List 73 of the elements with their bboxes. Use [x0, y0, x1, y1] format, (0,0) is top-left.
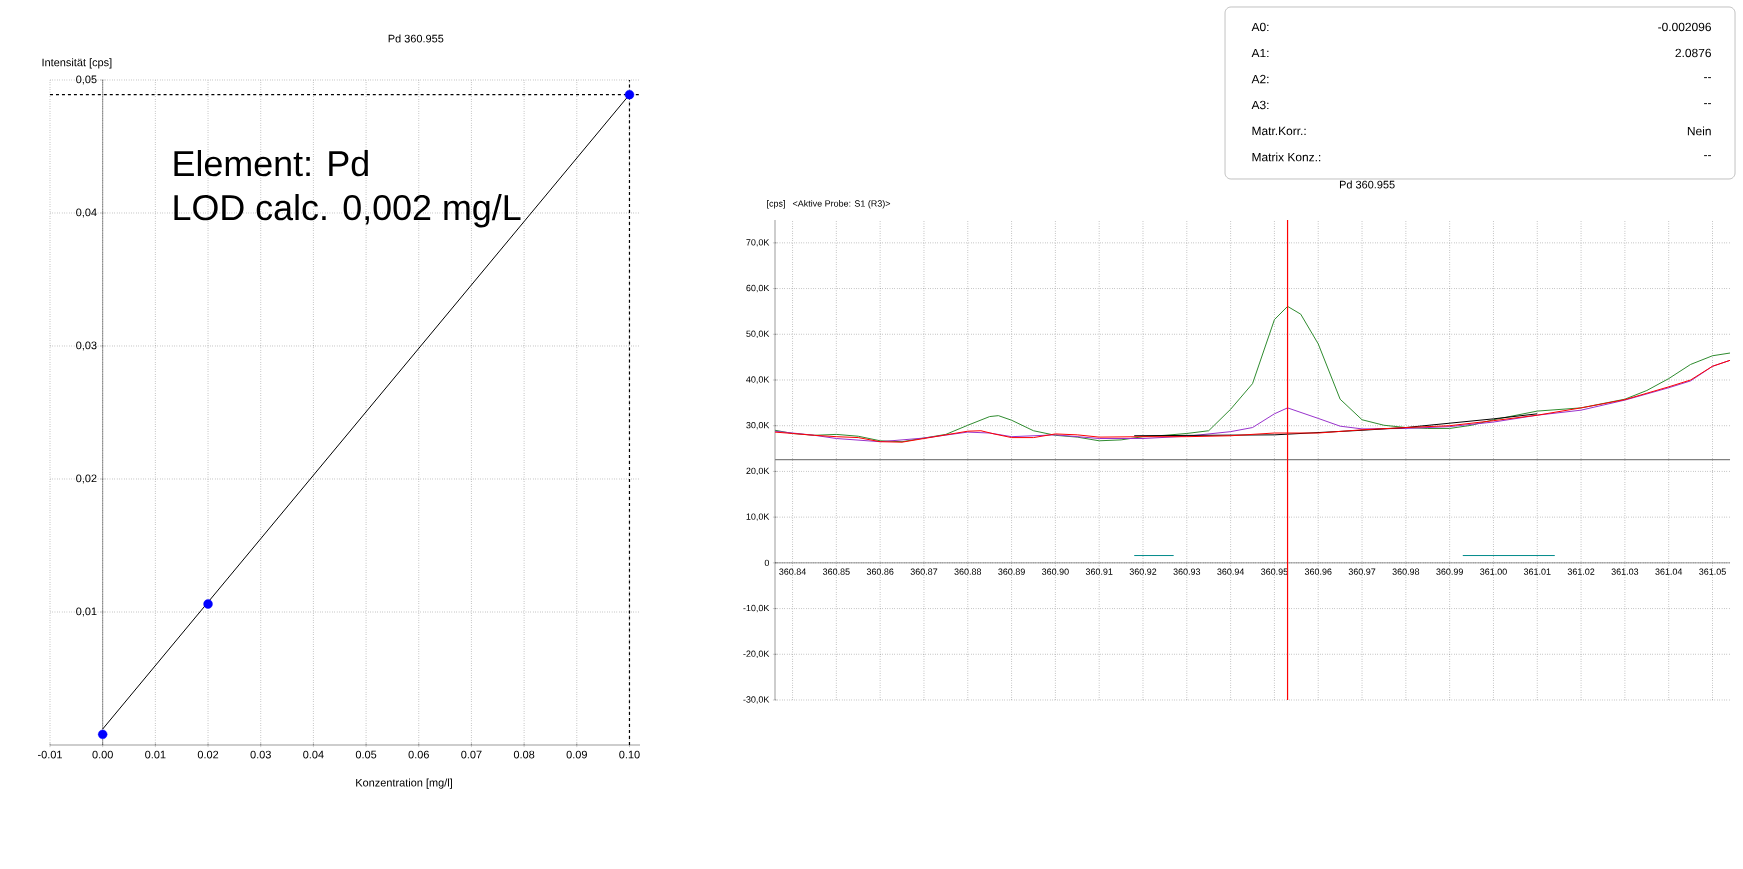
- x-tick-label: 0.10: [619, 750, 640, 759]
- y-tick-label: 10,0K: [746, 513, 770, 521]
- y-tick-label: -10,0K: [743, 604, 770, 613]
- x-tick-label: 0.08: [513, 750, 535, 759]
- annotation: Element: Pd: [174, 150, 368, 177]
- x-tick-label: 360.85: [822, 568, 850, 575]
- text: -0.002096: [1658, 22, 1711, 32]
- x-tick-label: 0.04: [303, 750, 324, 759]
- x-tick-label: -0.01: [38, 750, 62, 759]
- x-tick-label: 360.98: [1392, 568, 1420, 575]
- text: Nein: [1687, 126, 1711, 136]
- text: Matr.Korr.:: [1252, 126, 1306, 136]
- x-tick-label: 360.87: [910, 568, 938, 575]
- point: [203, 599, 213, 609]
- x-tick-label: 360.92: [1129, 568, 1157, 575]
- y-tick-label: 20,0K: [746, 467, 770, 476]
- x-tick-label: 0.09: [566, 750, 587, 759]
- x-tick-label: 360.90: [1042, 568, 1069, 575]
- x-tick-label: 361.04: [1655, 568, 1683, 575]
- x-tick-label: 360.88: [954, 568, 982, 575]
- x-tick-label: 361.05: [1699, 568, 1726, 575]
- text: --: [1704, 77, 1711, 79]
- text: A3:: [1251, 100, 1269, 110]
- y-tick-label: 30,0K: [746, 422, 770, 430]
- text: Matrix Konz.:: [1252, 152, 1321, 162]
- x-tick-label: 360.96: [1304, 568, 1332, 575]
- x-tick-label: 0.06: [408, 750, 429, 759]
- y-axis-title: [cps]: [767, 200, 785, 209]
- y-axis-title: Intensität [cps]: [42, 58, 112, 69]
- chart-subtitle: <Aktive Probe: S1 (R3)>: [792, 200, 891, 209]
- x-tick-label: 0.07: [461, 750, 482, 759]
- y-tick-label: 0,03: [76, 341, 97, 351]
- chart-title: Pd 360.955: [388, 34, 444, 43]
- x-tick-label: 360.97: [1348, 568, 1376, 575]
- x-tick-label: 361.02: [1567, 568, 1595, 575]
- text: 2.0876: [1675, 48, 1711, 58]
- chart-title: Pd 360.955: [1339, 180, 1395, 189]
- x-tick-label: 360.89: [998, 568, 1025, 575]
- y-tick-label: 0,05: [76, 75, 97, 85]
- x-tick-label: 0.00: [92, 750, 113, 759]
- y-tick-label: 0,01: [76, 607, 97, 617]
- y-tick-label: 70,0K: [746, 239, 770, 247]
- y-tick-label: -20,0K: [743, 650, 770, 658]
- x-tick-label: 361.03: [1611, 568, 1639, 575]
- text: --: [1704, 155, 1711, 157]
- text: A0:: [1251, 22, 1269, 32]
- x-tick-label: 360.94: [1217, 568, 1245, 575]
- text: A2:: [1251, 74, 1269, 84]
- y-tick-label: -30,0K: [743, 696, 770, 704]
- x-axis-title: Konzentration [mg/l]: [356, 778, 452, 789]
- x-tick-label: 0.02: [197, 750, 219, 759]
- text: --: [1704, 103, 1711, 105]
- text: A1:: [1251, 48, 1269, 58]
- x-tick-label: 0.05: [355, 750, 377, 759]
- x-tick-label: 361.00: [1480, 568, 1507, 575]
- x-tick-label: 360.93: [1173, 568, 1201, 575]
- y-tick-label: 0: [764, 559, 770, 567]
- x-tick-label: 0.03: [250, 750, 271, 759]
- x-tick-label: 360.99: [1436, 568, 1463, 575]
- y-tick-label: 0,02: [76, 474, 97, 484]
- x-tick-label: 360.95: [1261, 568, 1288, 575]
- y-tick-label: 40,0K: [746, 376, 770, 384]
- x-tick-label: 360.86: [866, 568, 894, 575]
- point: [624, 89, 635, 100]
- x-tick-label: 360.91: [1085, 568, 1113, 575]
- y-tick-label: 50,0K: [746, 330, 770, 338]
- x-tick-label: 361.01: [1523, 568, 1551, 575]
- annotation: LOD calc. 0,002 mg/L: [174, 194, 521, 228]
- x-tick-label: 360.84: [779, 568, 806, 575]
- point: [98, 729, 108, 740]
- y-tick-label: 60,0K: [746, 284, 770, 293]
- y-tick-label: 0,04: [76, 208, 97, 218]
- x-tick-label: 0.01: [145, 750, 166, 759]
